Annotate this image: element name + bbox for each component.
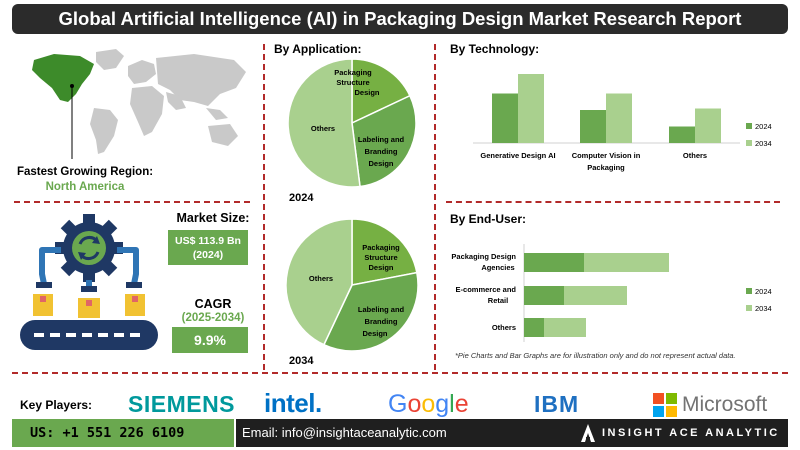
pie-chart-2024: Packaging Structure Design Labeling and … xyxy=(287,58,417,188)
ibm-logo: IBM xyxy=(534,391,580,417)
tech-xlabel-vision-1: Computer Vision in xyxy=(572,151,641,160)
pie-2034-label-structure-1: Packaging xyxy=(362,243,400,252)
microsoft-logo: Microsoft xyxy=(682,393,768,416)
divider-vertical-right xyxy=(434,44,436,370)
pie-2024-slice-1 xyxy=(351,94,417,188)
disclaimer-note: *Pie Charts and Bar Graphs are for illus… xyxy=(455,351,736,360)
pie-2034-year: 2034 xyxy=(289,355,314,367)
tech-xlabel-generative: Generative Design AI xyxy=(480,151,555,160)
google-logo-letter: G xyxy=(388,390,408,418)
tech-bar-2034-1 xyxy=(606,93,632,143)
key-players-label: Key Players: xyxy=(20,398,93,412)
pie-2024-label-branding-2: Branding xyxy=(365,147,398,156)
pie-chart-2034: Packaging Structure Design Labeling and … xyxy=(285,218,419,352)
enduser-legend-swatch-2024 xyxy=(746,288,752,294)
divider-horizontal-bottom xyxy=(12,372,788,374)
automation-illustration xyxy=(20,214,158,350)
google-logo-letter: o xyxy=(407,390,422,418)
divider-horizontal-right xyxy=(446,201,780,203)
enduser-bar-2024-2 xyxy=(524,318,544,337)
phone-number: US: +1 551 226 6109 xyxy=(12,419,234,447)
tech-xlabel-vision-2: Packaging xyxy=(587,163,625,172)
tech-xlabel-others: Others xyxy=(683,151,707,160)
pie-2024-label-structure-2: Structure xyxy=(336,78,369,87)
pie-2034-slice-1 xyxy=(322,271,419,352)
brand-name: INSIGHT ACE ANALYTIC xyxy=(602,427,780,439)
divider-horizontal-left xyxy=(14,201,250,203)
box-icon xyxy=(33,294,145,318)
tech-bar-2024-2 xyxy=(669,126,695,143)
google-logo-letter: g xyxy=(435,390,450,418)
pie-2024-slice-2 xyxy=(287,58,361,188)
enduser-bar-2034-0 xyxy=(584,253,669,272)
tech-bar-2034-2 xyxy=(695,108,721,143)
world-map-icon xyxy=(32,49,246,159)
page-title: Global Artificial Intelligence (AI) in P… xyxy=(12,4,788,34)
tech-legend-swatch-2034 xyxy=(746,140,752,146)
google-logo-letter: l xyxy=(449,390,455,418)
tech-bar-2024-1 xyxy=(580,110,606,143)
cagr-period: (2025-2034) xyxy=(181,312,245,324)
market-size-label: Market Size: xyxy=(176,211,250,225)
cagr-label: CAGR xyxy=(194,297,232,311)
google-logo: Google xyxy=(388,390,469,419)
tech-bar-2034-0 xyxy=(518,74,544,143)
application-section-title: By Application: xyxy=(274,42,362,56)
enduser-ylabel-ecommerce-1: E-commerce and xyxy=(456,285,517,294)
enduser-ylabel-others: Others xyxy=(492,323,516,332)
enduser-ylabel-agencies-1: Packaging Design xyxy=(451,252,516,261)
intel-logo: intel. xyxy=(264,388,322,418)
email-address: Email: info@insightaceanalytic.com xyxy=(242,425,447,440)
market-size-value: US$ 113.9 Bn xyxy=(175,235,241,247)
microsoft-logo-icon xyxy=(653,393,677,417)
enduser-bar-2034-2 xyxy=(544,318,586,337)
pie-2024-year: 2024 xyxy=(289,192,314,204)
tech-bar-2024-0 xyxy=(492,93,518,143)
pie-2024-label-branding-1: Labeling and xyxy=(358,135,405,144)
pie-2034-label-branding-1: Labeling and xyxy=(358,305,405,314)
footer-bar xyxy=(236,419,788,447)
insight-ace-logo-icon xyxy=(581,424,595,442)
tech-legend-2034: 2034 xyxy=(755,139,772,148)
pie-2024-label-branding-3: Design xyxy=(368,159,393,168)
pie-2034-label-others: Others xyxy=(309,274,333,283)
market-size-box: US$ 113.9 Bn (2024) xyxy=(168,230,248,265)
pie-2034-slice-0 xyxy=(351,218,418,286)
automation-gear-icon xyxy=(55,214,123,282)
fastest-region-label: Fastest Growing Region: xyxy=(16,166,154,178)
end-user-bar-chart: Packaging Design Agencies E-commerce and… xyxy=(451,244,772,342)
divider-vertical-left xyxy=(263,44,265,370)
fastest-region-value: North America xyxy=(45,181,125,193)
enduser-ylabel-ecommerce-2: Retail xyxy=(488,296,508,305)
enduser-legend-swatch-2034 xyxy=(746,305,752,311)
end-user-section-title: By End-User: xyxy=(450,212,527,226)
tech-legend-swatch-2024 xyxy=(746,123,752,129)
technology-section-title: By Technology: xyxy=(450,42,540,56)
pie-2034-slice-2 xyxy=(285,218,353,346)
siemens-logo: SIEMENS xyxy=(128,391,236,417)
enduser-ylabel-agencies-2: Agencies xyxy=(481,263,514,272)
enduser-legend-2024: 2024 xyxy=(755,287,772,296)
pie-2034-label-branding-3: Design xyxy=(362,329,387,338)
technology-bar-chart: Generative Design AI Computer Vision in … xyxy=(473,74,772,172)
google-logo-letter: e xyxy=(454,390,469,418)
cagr-value: 9.9% xyxy=(172,327,248,353)
pie-2024-label-structure-3: Design xyxy=(354,88,379,97)
pie-2024-label-structure-1: Packaging xyxy=(334,68,372,77)
google-logo-letter: o xyxy=(421,390,436,418)
enduser-legend-2034: 2034 xyxy=(755,304,772,313)
enduser-bar-2034-1 xyxy=(564,286,627,305)
enduser-bar-2024-0 xyxy=(524,253,584,272)
conveyor-belt-icon xyxy=(20,320,158,350)
pie-2034-label-structure-2: Structure xyxy=(364,253,397,262)
pie-2034-label-structure-3: Design xyxy=(368,263,393,272)
pie-2024-slice-0 xyxy=(351,58,411,125)
north-america-region xyxy=(32,54,94,102)
pie-2024-label-others: Others xyxy=(311,124,335,133)
tech-legend-2024: 2024 xyxy=(755,122,772,131)
enduser-bar-2024-1 xyxy=(524,286,564,305)
pie-2034-label-branding-2: Branding xyxy=(365,317,398,326)
market-size-year: (2024) xyxy=(192,249,224,261)
